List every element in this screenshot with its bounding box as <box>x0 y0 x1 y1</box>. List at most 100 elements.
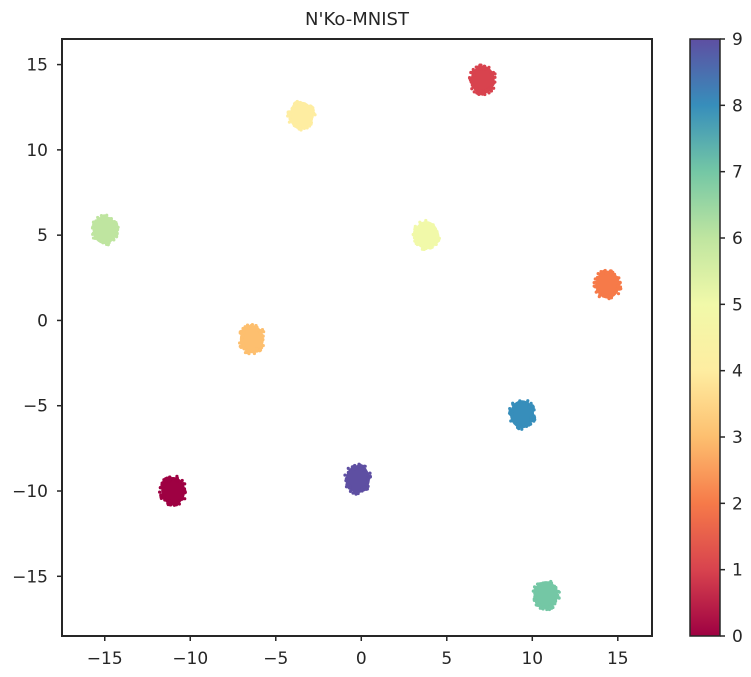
scatter-point <box>522 401 526 405</box>
scatter-point <box>259 333 263 337</box>
scatter-point <box>484 88 489 92</box>
scatter-point <box>182 490 186 494</box>
scatter-point <box>531 415 535 419</box>
scatter-point <box>507 411 512 415</box>
cluster-3 <box>238 323 266 356</box>
scatter-point <box>491 70 496 75</box>
scatter-point <box>343 473 347 477</box>
colorbar-tick-label: 4 <box>732 362 743 382</box>
scatter-point <box>91 236 96 240</box>
scatter-point <box>98 219 102 223</box>
plot-frame <box>61 38 653 637</box>
colorbar-tick-label: 3 <box>732 428 743 448</box>
y-tick-label: 0 <box>37 311 48 331</box>
scatter-point <box>529 401 533 405</box>
scatter-point <box>247 352 251 356</box>
scatter-point <box>305 104 309 109</box>
scatter-point <box>551 605 555 610</box>
scatter-point <box>420 222 424 227</box>
scatter-point <box>358 463 362 467</box>
scatter-point <box>252 351 257 356</box>
scatter-point <box>551 586 555 590</box>
scatter-point <box>183 497 187 501</box>
colorbar-tick-label: 5 <box>732 295 743 315</box>
scatter-point <box>474 65 478 69</box>
scatter-point <box>535 589 539 594</box>
cluster-5 <box>411 218 441 252</box>
scatter-point <box>311 106 315 110</box>
scatter-point <box>308 119 312 123</box>
scatter-point <box>595 288 600 293</box>
scatter-point <box>431 224 435 228</box>
scatter-point <box>248 348 252 352</box>
scatter-point <box>365 483 369 487</box>
scatter-point <box>489 87 493 91</box>
scatter-point <box>353 463 357 468</box>
cluster-8 <box>507 399 537 431</box>
scatter-point <box>614 290 618 294</box>
scatter-point <box>596 272 600 276</box>
scatter-point <box>487 65 491 69</box>
scatter-point <box>238 344 242 348</box>
scatter-point <box>259 345 264 350</box>
scatter-point <box>489 70 493 74</box>
scatter-point <box>556 593 560 597</box>
scatter-point <box>525 402 529 406</box>
colorbar-tick-label: 0 <box>732 627 743 647</box>
scatter-point <box>255 347 259 351</box>
cluster-0 <box>158 474 187 507</box>
y-tick-label: 10 <box>26 141 48 161</box>
scatter-point <box>286 114 290 118</box>
scatter-point <box>511 415 515 419</box>
scatter-point <box>292 104 296 108</box>
scatter-point <box>598 290 602 295</box>
scatter-point <box>429 243 433 247</box>
scatter-point <box>171 502 175 506</box>
cluster-7 <box>531 579 561 612</box>
scatter-point <box>307 107 311 111</box>
scatter-point <box>511 402 515 407</box>
scatter-point <box>607 297 611 301</box>
scatter-point <box>472 90 476 94</box>
scatter-point <box>435 231 439 236</box>
scatter-point <box>114 224 119 229</box>
scatter-point <box>110 235 114 239</box>
colorbar <box>689 38 721 637</box>
x-tick-label: −15 <box>87 649 123 669</box>
scatter-point <box>470 87 474 91</box>
scatter-point <box>363 467 367 471</box>
scatter-point <box>286 111 290 115</box>
scatter-point <box>243 346 247 351</box>
scatter-point <box>472 73 476 77</box>
scatter-point <box>166 478 170 482</box>
scatter-point <box>260 327 265 332</box>
colorbar-tick-label: 2 <box>732 494 743 514</box>
scatter-point <box>115 229 119 233</box>
scatter-point <box>593 277 597 281</box>
scatter-point <box>257 349 262 353</box>
scatter-point <box>181 481 185 486</box>
scatter-point <box>479 63 483 67</box>
x-tick-label: 5 <box>441 649 452 669</box>
scatter-point <box>478 67 482 71</box>
scatter-point <box>310 114 314 119</box>
x-tick-label: 0 <box>356 649 367 669</box>
scatter-point <box>346 466 350 470</box>
scatter-point <box>301 124 305 128</box>
cluster-6 <box>90 213 120 247</box>
scatter-point <box>254 323 258 328</box>
colorbar-tick-label: 7 <box>732 163 743 183</box>
scatter-point <box>545 604 549 609</box>
scatter-point <box>305 126 309 130</box>
scatter-point <box>259 342 263 346</box>
cluster-1 <box>467 63 497 97</box>
scatter-point <box>168 499 172 503</box>
scatter-point <box>529 407 534 411</box>
scatter-point <box>414 236 418 240</box>
colorbar-tick-label: 9 <box>732 30 743 50</box>
y-axis-ticks: −15 −10 −5 0 5 10 15 <box>12 56 62 587</box>
colorbar-tick-label: 6 <box>732 229 743 249</box>
scatter-point <box>348 489 353 494</box>
scatter-point <box>245 323 250 327</box>
scatter-point <box>533 417 537 422</box>
